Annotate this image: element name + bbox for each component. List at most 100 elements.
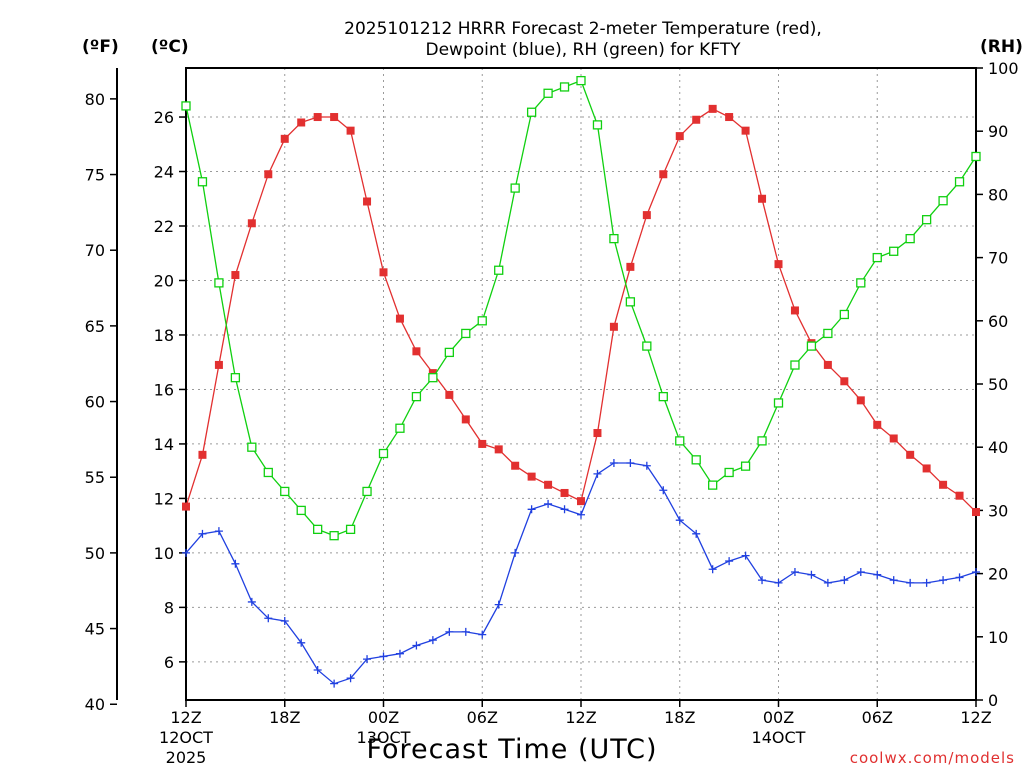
temperature-point bbox=[708, 104, 717, 113]
temperature-point bbox=[182, 502, 190, 511]
dewpoint-point bbox=[972, 567, 980, 576]
temperature-point bbox=[823, 360, 832, 369]
temperature-point bbox=[461, 415, 470, 424]
rh-point bbox=[313, 524, 323, 535]
x-tick-year-label: 2025 bbox=[166, 748, 207, 767]
rh-point bbox=[296, 505, 306, 516]
rh-tick-label: 0 bbox=[988, 691, 998, 710]
rh-point bbox=[543, 88, 553, 98]
dewpoint-point bbox=[790, 567, 799, 576]
temperature-point bbox=[642, 211, 651, 220]
fahrenheit-tick-label: 55 bbox=[85, 468, 105, 487]
dewpoint-point bbox=[231, 559, 240, 568]
x-tick-date-label: 13OCT bbox=[357, 728, 411, 747]
dewpoint-point bbox=[494, 600, 503, 609]
rh-point bbox=[345, 524, 356, 535]
x-tick-label: 06Z bbox=[862, 708, 893, 727]
temperature-point bbox=[330, 113, 339, 122]
temperature-point bbox=[412, 347, 421, 356]
x-tick-label: 18Z bbox=[269, 708, 300, 727]
rh-tick-label: 50 bbox=[988, 375, 1008, 394]
dewpoint-point bbox=[626, 459, 635, 467]
rh-tick-label: 40 bbox=[988, 438, 1008, 457]
rh-tick-label: 70 bbox=[988, 249, 1008, 268]
rh-point bbox=[625, 297, 636, 307]
rh-point bbox=[740, 461, 751, 471]
celsius-tick-label: 12 bbox=[154, 489, 174, 508]
rh-point bbox=[905, 233, 915, 244]
dewpoint-point bbox=[758, 576, 767, 585]
axes bbox=[110, 67, 983, 707]
rh-point bbox=[461, 328, 471, 339]
temperature-point bbox=[873, 420, 882, 429]
temperature-point bbox=[675, 132, 684, 141]
rh-tick-label: 10 bbox=[988, 628, 1008, 647]
x-tick-label: 12Z bbox=[565, 708, 596, 727]
rh-point bbox=[592, 120, 603, 130]
fahrenheit-tick-label: 60 bbox=[85, 393, 105, 412]
rh-point bbox=[806, 341, 817, 351]
rh-point bbox=[280, 486, 290, 497]
dewpoint-point bbox=[247, 597, 256, 606]
rh-point bbox=[378, 448, 389, 459]
temperature-point bbox=[494, 445, 503, 454]
temperature-point bbox=[313, 113, 322, 122]
rh-point bbox=[790, 360, 800, 370]
rh-point bbox=[889, 246, 899, 256]
temperature-point bbox=[445, 390, 454, 399]
rh-point bbox=[510, 183, 520, 193]
temperature-line bbox=[185, 108, 977, 513]
temperature-point bbox=[231, 271, 240, 280]
rh-tick-label: 90 bbox=[988, 122, 1008, 141]
x-tick-label: 06Z bbox=[467, 708, 498, 727]
x-tick-label: 12Z bbox=[170, 708, 201, 727]
temperature-point bbox=[758, 194, 767, 203]
credit-text: coolwx.com/models bbox=[850, 749, 1015, 767]
rh-point bbox=[773, 398, 784, 408]
dewpoint-point bbox=[906, 578, 915, 587]
temperature-point bbox=[214, 360, 223, 369]
rh-point bbox=[197, 177, 208, 187]
dewpoint-point bbox=[889, 576, 898, 585]
temperature-point bbox=[264, 170, 273, 179]
dewpoint-point bbox=[741, 551, 750, 560]
dewpoint-point bbox=[527, 505, 536, 514]
dewpoint-point bbox=[873, 570, 882, 579]
chart-title-line1: 2025101212 HRRR Forecast 2-meter Tempera… bbox=[344, 19, 822, 39]
chart-title-line2: Dewpoint (blue), RH (green) for KFTY bbox=[426, 40, 742, 60]
celsius-tick-label: 26 bbox=[154, 108, 174, 127]
rh-point bbox=[576, 75, 586, 86]
celsius-tick-label: 22 bbox=[154, 217, 174, 236]
rh-point bbox=[444, 347, 454, 358]
rh-point bbox=[658, 391, 668, 402]
temperature-point bbox=[511, 461, 520, 470]
rh-point bbox=[872, 252, 882, 263]
celsius-tick-label: 24 bbox=[154, 163, 174, 182]
dewpoint-point bbox=[675, 516, 684, 525]
temperature-point bbox=[774, 260, 783, 269]
temperature-point bbox=[478, 439, 487, 448]
dewpoint-point bbox=[955, 573, 964, 582]
dewpoint-point bbox=[939, 576, 948, 585]
dewpoint-point bbox=[363, 655, 372, 664]
rh-point bbox=[839, 309, 849, 320]
x-axis-title: Forecast Time (UTC) bbox=[366, 734, 657, 765]
celsius-tick-label: 16 bbox=[154, 380, 174, 399]
x-tick-label: 00Z bbox=[368, 708, 399, 727]
temperature-point bbox=[544, 480, 553, 489]
rh-point bbox=[329, 531, 339, 541]
fahrenheit-tick-label: 45 bbox=[85, 620, 105, 639]
fahrenheit-tick-label: 50 bbox=[85, 544, 105, 563]
dewpoint-point bbox=[692, 529, 701, 538]
fahrenheit-tick-label: 65 bbox=[85, 317, 105, 336]
dewpoint-point bbox=[544, 499, 553, 508]
temperature-point bbox=[527, 472, 536, 481]
rh-point bbox=[214, 278, 224, 288]
data-series bbox=[181, 75, 981, 688]
plot-frame bbox=[185, 67, 977, 701]
dewpoint-point bbox=[609, 459, 618, 467]
temperature-point bbox=[395, 314, 404, 323]
celsius-tick-label: 20 bbox=[154, 271, 174, 290]
dewpoint-point bbox=[840, 576, 849, 585]
